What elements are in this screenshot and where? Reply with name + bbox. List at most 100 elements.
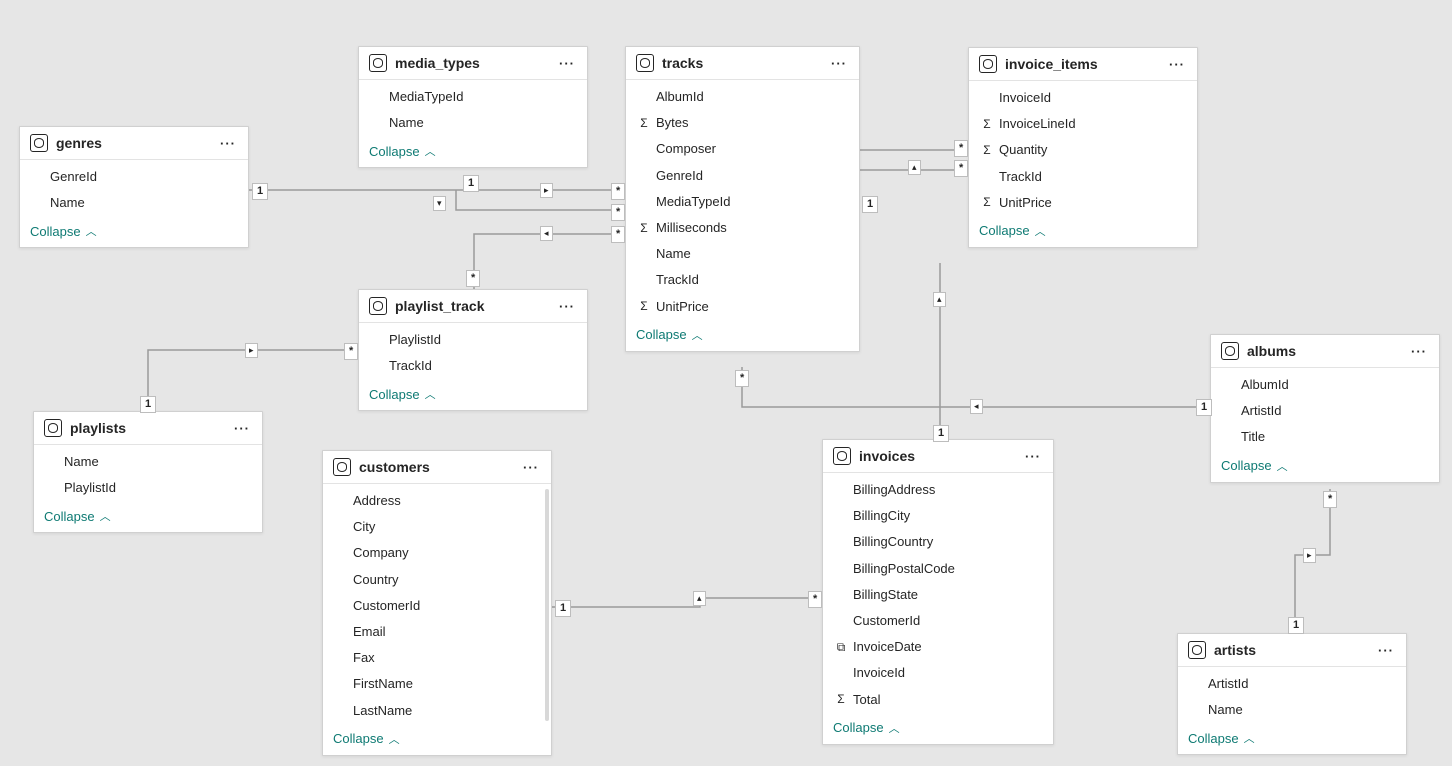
field-row[interactable]: BillingPostalCode bbox=[823, 556, 1053, 582]
table-header[interactable]: tracks··· bbox=[626, 47, 859, 80]
field-row[interactable]: InvoiceId bbox=[823, 660, 1053, 686]
field-row[interactable]: Name bbox=[34, 449, 262, 475]
cardinality-label: * bbox=[344, 343, 358, 360]
more-menu-icon[interactable]: ··· bbox=[1376, 643, 1396, 658]
chevron-up-icon: ︿ bbox=[100, 508, 111, 524]
table-header[interactable]: playlists··· bbox=[34, 412, 262, 445]
field-name: BillingAddress bbox=[853, 481, 935, 499]
field-row[interactable]: AlbumId bbox=[1211, 372, 1439, 398]
table-header[interactable]: customers··· bbox=[323, 451, 551, 484]
collapse-button[interactable]: Collapse︿ bbox=[823, 713, 1053, 744]
more-menu-icon[interactable]: ··· bbox=[521, 460, 541, 475]
field-row[interactable]: InvoiceId bbox=[969, 85, 1197, 111]
table-title: tracks bbox=[662, 55, 829, 71]
table-invoices[interactable]: invoices···BillingAddressBillingCityBill… bbox=[822, 439, 1054, 745]
table-albums[interactable]: albums··· AlbumIdArtistIdTitleCollapse︿ bbox=[1210, 334, 1440, 483]
table-header[interactable]: albums··· bbox=[1211, 335, 1439, 368]
field-row[interactable]: BillingState bbox=[823, 582, 1053, 608]
field-row[interactable]: Address bbox=[323, 488, 551, 514]
table-playlists[interactable]: playlists··· NamePlaylistIdCollapse︿ bbox=[33, 411, 263, 533]
field-row[interactable]: ΣUnitPrice bbox=[969, 190, 1197, 216]
more-menu-icon[interactable]: ··· bbox=[1409, 344, 1429, 359]
table-tracks[interactable]: tracks··· AlbumIdΣBytesComposer GenreId Med… bbox=[625, 46, 860, 352]
more-menu-icon[interactable]: ··· bbox=[557, 56, 577, 71]
table-header[interactable]: invoices··· bbox=[823, 440, 1053, 473]
field-row[interactable]: ΣBytes bbox=[626, 110, 859, 136]
field-row[interactable]: FirstName bbox=[323, 671, 551, 697]
field-row[interactable]: Name bbox=[20, 190, 248, 216]
model-canvas[interactable]: genres···GenreIdNameCollapse︿media_types… bbox=[0, 0, 1452, 766]
table-playlist_track[interactable]: playlist_track···PlaylistIdTrackIdCollap… bbox=[358, 289, 588, 411]
field-row[interactable]: ΣMilliseconds bbox=[626, 215, 859, 241]
scrollbar[interactable] bbox=[545, 489, 549, 721]
field-row[interactable]: AlbumId bbox=[626, 84, 859, 110]
table-header[interactable]: genres··· bbox=[20, 127, 248, 160]
table-customers[interactable]: customers··· AddressCityCompanyCountryCus… bbox=[322, 450, 552, 756]
field-row[interactable]: PlaylistId bbox=[359, 327, 587, 353]
table-genres[interactable]: genres··· GenreIdNameCollapse︿ bbox=[19, 126, 249, 248]
sigma-icon: Σ bbox=[636, 115, 652, 132]
more-menu-icon[interactable]: ··· bbox=[1023, 449, 1043, 464]
table-header[interactable]: invoice_items··· bbox=[969, 48, 1197, 81]
table-invoice_items[interactable]: invoice_items···InvoiceIdΣInvoiceLineIdΣ… bbox=[968, 47, 1198, 248]
field-row[interactable]: MediaTypeId bbox=[359, 84, 587, 110]
collapse-button[interactable]: Collapse︿ bbox=[359, 136, 587, 167]
cardinality-label: 1 bbox=[862, 196, 878, 213]
field-row[interactable]: TrackId bbox=[359, 353, 587, 379]
field-row[interactable]: BillingCountry bbox=[823, 529, 1053, 555]
field-row[interactable]: Composer bbox=[626, 136, 859, 162]
field-row[interactable]: GenreId bbox=[626, 163, 859, 189]
field-row[interactable]: Company bbox=[323, 540, 551, 566]
field-row[interactable]: ΣTotal bbox=[823, 687, 1053, 713]
field-row[interactable]: BillingAddress bbox=[823, 477, 1053, 503]
collapse-button[interactable]: Collapse︿ bbox=[34, 501, 262, 532]
field-row[interactable]: Country bbox=[323, 567, 551, 593]
field-row[interactable]: CustomerId bbox=[323, 593, 551, 619]
more-menu-icon[interactable]: ··· bbox=[218, 136, 238, 151]
field-row[interactable]: BillingCity bbox=[823, 503, 1053, 529]
cardinality-label: * bbox=[611, 204, 625, 221]
field-row[interactable]: CustomerId bbox=[823, 608, 1053, 634]
table-media_types[interactable]: media_types··· MediaTypeIdNameCollapse︿ bbox=[358, 46, 588, 168]
field-row[interactable]: LastName bbox=[323, 698, 551, 724]
field-row[interactable]: Name bbox=[1178, 697, 1406, 723]
field-name: Quantity bbox=[999, 141, 1047, 159]
field-row[interactable]: PlaylistId bbox=[34, 475, 262, 501]
field-row[interactable]: ΣQuantity bbox=[969, 137, 1197, 163]
more-menu-icon[interactable]: ··· bbox=[829, 56, 849, 71]
field-row[interactable]: ArtistId bbox=[1178, 671, 1406, 697]
field-row[interactable]: ΣInvoiceLineId bbox=[969, 111, 1197, 137]
table-header[interactable]: playlist_track··· bbox=[359, 290, 587, 323]
field-row[interactable]: ⧉InvoiceDate bbox=[823, 634, 1053, 660]
field-list: PlaylistIdTrackId bbox=[359, 323, 587, 379]
more-menu-icon[interactable]: ··· bbox=[557, 299, 577, 314]
collapse-button[interactable]: Collapse︿ bbox=[323, 724, 551, 755]
field-row[interactable]: Fax bbox=[323, 645, 551, 671]
collapse-button[interactable]: Collapse︿ bbox=[359, 379, 587, 410]
field-row[interactable]: Name bbox=[626, 241, 859, 267]
table-artists[interactable]: artists··· ArtistId NameCollapse︿ bbox=[1177, 633, 1407, 755]
field-name: GenreId bbox=[656, 167, 703, 185]
field-row[interactable]: GenreId bbox=[20, 164, 248, 190]
field-row[interactable]: Email bbox=[323, 619, 551, 645]
more-menu-icon[interactable]: ··· bbox=[232, 421, 252, 436]
field-row[interactable]: Name bbox=[359, 110, 587, 136]
table-header[interactable]: media_types··· bbox=[359, 47, 587, 80]
field-row[interactable]: ΣUnitPrice bbox=[626, 294, 859, 320]
collapse-button[interactable]: Collapse︿ bbox=[20, 216, 248, 247]
table-header[interactable]: artists··· bbox=[1178, 634, 1406, 667]
field-row[interactable]: City bbox=[323, 514, 551, 540]
more-menu-icon[interactable]: ··· bbox=[1167, 57, 1187, 72]
field-row[interactable]: TrackId bbox=[969, 164, 1197, 190]
collapse-button[interactable]: Collapse︿ bbox=[969, 216, 1197, 247]
field-row[interactable]: TrackId bbox=[626, 267, 859, 293]
field-name: ArtistId bbox=[1208, 675, 1248, 693]
collapse-button[interactable]: Collapse︿ bbox=[626, 320, 859, 351]
table-title: artists bbox=[1214, 642, 1376, 658]
collapse-button[interactable]: Collapse︿ bbox=[1178, 723, 1406, 754]
field-row[interactable]: ArtistId bbox=[1211, 398, 1439, 424]
field-row[interactable]: MediaTypeId bbox=[626, 189, 859, 215]
collapse-button[interactable]: Collapse︿ bbox=[1211, 451, 1439, 482]
field-name: BillingPostalCode bbox=[853, 560, 955, 578]
field-row[interactable]: Title bbox=[1211, 424, 1439, 450]
